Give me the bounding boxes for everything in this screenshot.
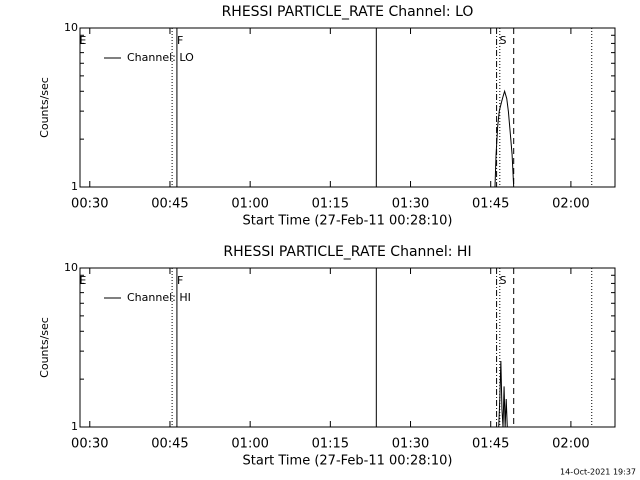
plot-frame [79, 267, 616, 428]
event-label: E [79, 274, 86, 287]
x-tick-label: 00:45 [151, 437, 188, 452]
y-tick-label: 10 [64, 21, 78, 34]
x-tick-label: 01:00 [231, 197, 268, 212]
legend-label: Channel: LO [127, 51, 194, 64]
y-axis-label: Counts/sec [38, 77, 51, 138]
plot-frame [79, 27, 616, 188]
x-tick-label: 01:15 [312, 437, 349, 452]
x-tick-label: 01:30 [392, 197, 429, 212]
y-tick-label: 1 [71, 420, 78, 433]
y-tick-label: 10 [64, 261, 78, 274]
x-axis-label: Start Time (27-Feb-11 00:28:10) [243, 214, 453, 229]
x-tick-label: 02:00 [552, 437, 589, 452]
x-tick-label: 01:30 [392, 437, 429, 452]
event-label: F [177, 34, 183, 47]
x-tick-label: 01:45 [472, 437, 509, 452]
event-label: S [500, 274, 507, 287]
event-label: F [177, 274, 183, 287]
x-tick-label: 01:45 [472, 197, 509, 212]
x-axis-label: Start Time (27-Feb-11 00:28:10) [243, 454, 453, 469]
event-label: E [79, 34, 86, 47]
x-tick-label: 01:15 [312, 197, 349, 212]
x-tick-label: 02:00 [552, 197, 589, 212]
x-tick-label: 00:45 [151, 197, 188, 212]
y-axis-label: Counts/sec [38, 317, 51, 378]
y-tick-label: 1 [71, 180, 78, 193]
x-tick-label: 00:30 [71, 437, 108, 452]
footer: 14-Oct-2021 19:37 [560, 468, 636, 477]
series-line [498, 361, 508, 428]
x-tick-label: 01:00 [231, 437, 268, 452]
chart-title: RHESSI PARTICLE_RATE Channel: HI [223, 244, 471, 260]
legend-label: Channel: HI [127, 291, 191, 304]
chart-title: RHESSI PARTICLE_RATE Channel: LO [222, 4, 474, 20]
x-tick-label: 00:30 [71, 197, 108, 212]
series-line [494, 89, 515, 188]
event-label: S [500, 34, 507, 47]
